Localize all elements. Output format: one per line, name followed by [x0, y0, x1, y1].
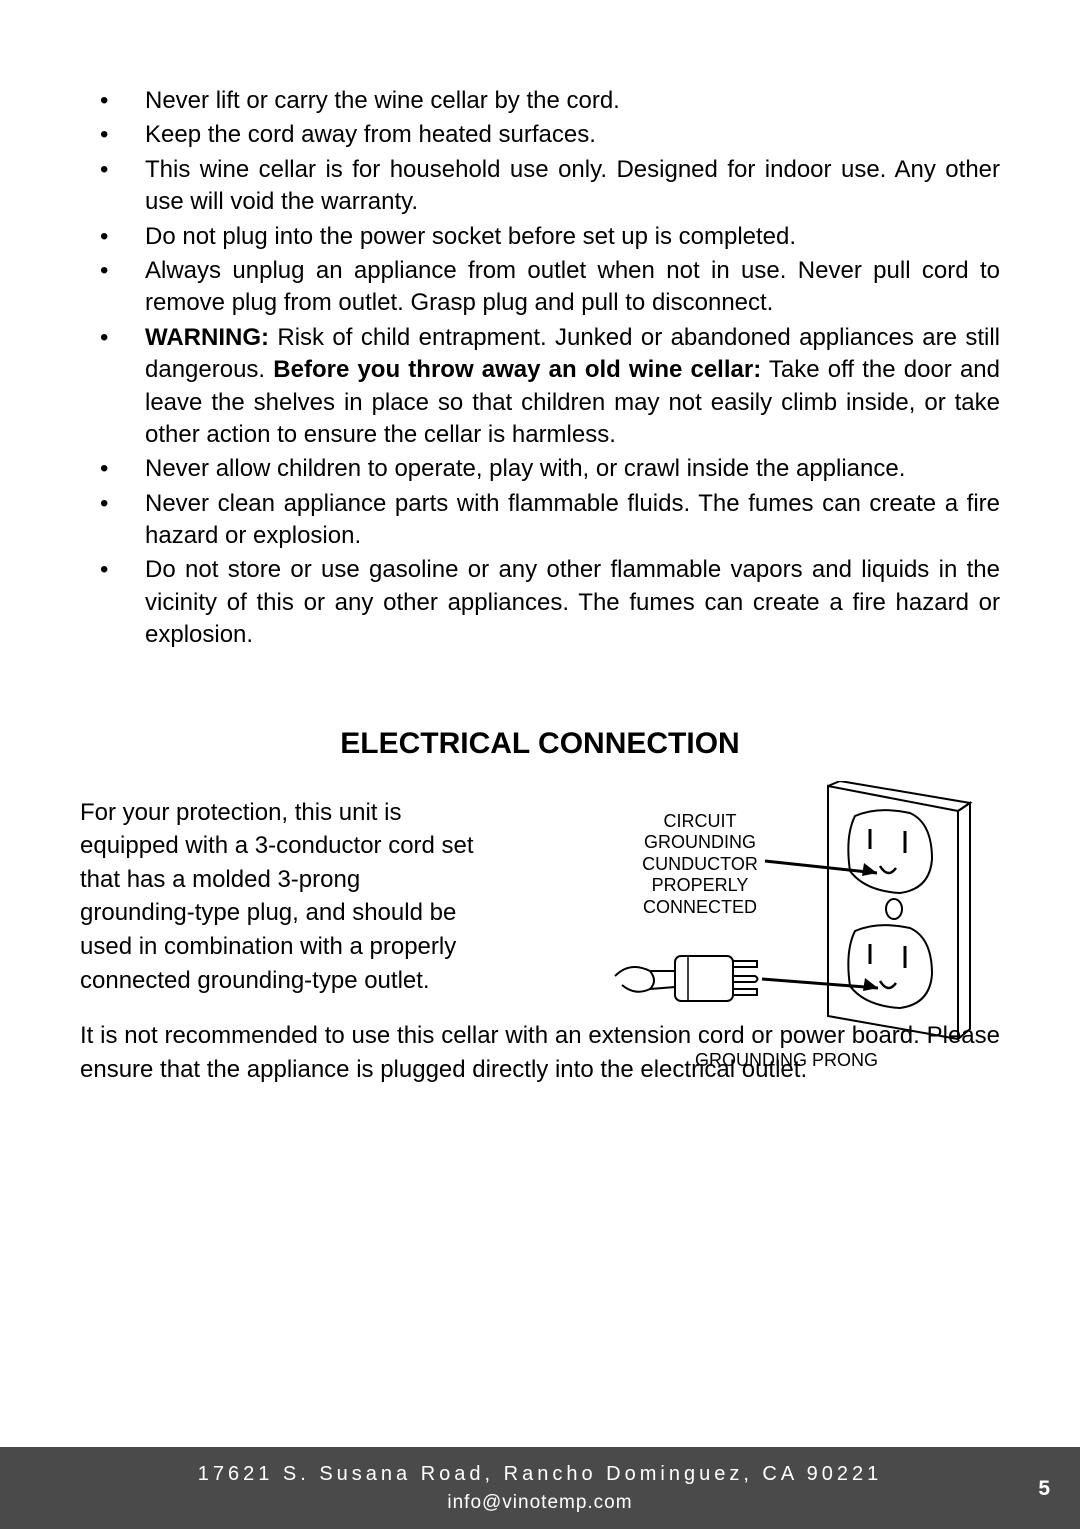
footer-text: 17621 S. Susana Road, Rancho Dominguez, …	[198, 1460, 883, 1517]
list-item: Never lift or carry the wine cellar by t…	[100, 85, 1000, 117]
section-heading-electrical: ELECTRICAL CONNECTION	[80, 727, 1000, 761]
page-footer: 17621 S. Susana Road, Rancho Dominguez, …	[0, 1447, 1080, 1529]
list-item: WARNING: Risk of child entrapment. Junke…	[100, 322, 1000, 452]
list-item: Never allow children to operate, play wi…	[100, 453, 1000, 485]
list-item: Do not plug into the power socket before…	[100, 221, 1000, 253]
diagram-label-circuit: CIRCUIT GROUNDING CUNDUCTOR PROPERLY CON…	[635, 811, 765, 919]
diagram-label-line: CIRCUIT	[664, 811, 737, 831]
electrical-section: For your protection, this unit is equipp…	[80, 796, 1000, 1087]
diagram-label-line: CUNDUCTOR	[642, 854, 758, 874]
footer-address: 17621 S. Susana Road, Rancho Dominguez, …	[198, 1463, 883, 1485]
warning-bold-mid: Before you throw away an old wine cellar…	[273, 356, 761, 383]
list-item: Do not store or use gasoline or any othe…	[100, 554, 1000, 651]
warning-label: WARNING:	[145, 324, 269, 351]
list-item: Always unplug an appliance from outlet w…	[100, 255, 1000, 320]
list-item: This wine cellar is for household use on…	[100, 154, 1000, 219]
diagram-label-line: CONNECTED	[643, 897, 757, 917]
list-item: Never clean appliance parts with flammab…	[100, 488, 1000, 553]
page-content: Never lift or carry the wine cellar by t…	[0, 0, 1080, 1086]
list-item: Keep the cord away from heated surfaces.	[100, 119, 1000, 151]
diagram-label-grounding-prong: GROUNDING PRONG	[695, 1050, 878, 1071]
diagram-label-line: PROPERLY	[652, 875, 749, 895]
page-number: 5	[1038, 1477, 1050, 1501]
electrical-para-1: For your protection, this unit is equipp…	[80, 796, 480, 998]
footer-email: info@vinotemp.com	[447, 1492, 632, 1513]
safety-bullet-list: Never lift or carry the wine cellar by t…	[100, 85, 1000, 652]
diagram-label-line: GROUNDING	[644, 832, 756, 852]
grounding-diagram: CIRCUIT GROUNDING CUNDUCTOR PROPERLY CON…	[580, 781, 980, 1071]
